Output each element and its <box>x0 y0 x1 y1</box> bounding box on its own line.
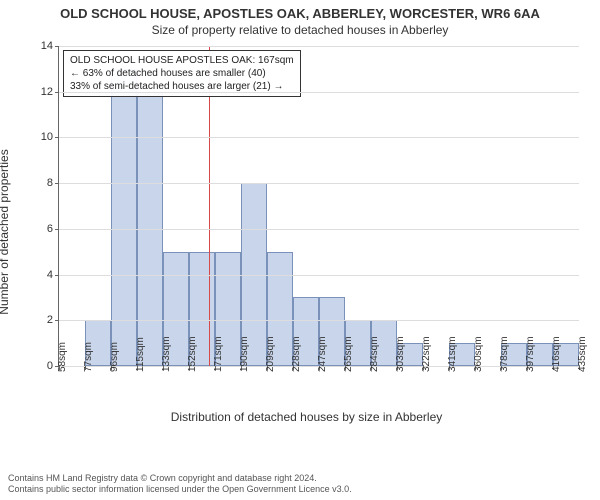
x-tick-label: 303sqm <box>395 336 406 372</box>
x-tick-label: 58sqm <box>57 342 68 372</box>
y-tick-label: 2 <box>47 314 59 326</box>
x-tick-label: 265sqm <box>343 336 354 372</box>
footer-line-1: Contains HM Land Registry data © Crown c… <box>8 473 352 485</box>
chart-subtitle: Size of property relative to detached ho… <box>0 21 600 37</box>
histogram-bar <box>111 69 137 366</box>
x-axis-label: Distribution of detached houses by size … <box>171 410 443 424</box>
x-tick-label: 77sqm <box>83 342 94 372</box>
x-tick-label: 360sqm <box>473 336 484 372</box>
y-tick-label: 6 <box>47 223 59 235</box>
gridline <box>59 275 579 276</box>
y-tick-label: 12 <box>41 86 59 98</box>
x-tick-label: 152sqm <box>187 336 198 372</box>
x-tick-label: 247sqm <box>317 336 328 372</box>
x-tick-label: 435sqm <box>577 336 588 372</box>
y-axis-label: Number of detached properties <box>0 149 11 314</box>
gridline <box>59 46 579 47</box>
y-tick-label: 4 <box>47 269 59 281</box>
gridline <box>59 229 579 230</box>
x-tick-label: 190sqm <box>239 336 250 372</box>
chart-container: OLD SCHOOL HOUSE, APOSTLES OAK, ABBERLEY… <box>0 0 600 500</box>
x-tick-label: 228sqm <box>291 336 302 372</box>
x-tick-label: 341sqm <box>447 336 458 372</box>
footer-attribution: Contains HM Land Registry data © Crown c… <box>8 473 352 496</box>
annotation-box: OLD SCHOOL HOUSE APOSTLES OAK: 167sqm ← … <box>63 50 301 97</box>
x-tick-label: 96sqm <box>109 342 120 372</box>
x-tick-label: 284sqm <box>369 336 380 372</box>
gridline <box>59 320 579 321</box>
x-tick-label: 133sqm <box>161 336 172 372</box>
y-tick-label: 14 <box>41 40 59 52</box>
y-tick-label: 8 <box>47 177 59 189</box>
y-tick-label: 10 <box>41 131 59 143</box>
x-tick-label: 115sqm <box>135 337 146 372</box>
footer-line-2: Contains public sector information licen… <box>8 484 352 496</box>
chart-area: Number of detached properties OLD SCHOOL… <box>28 42 585 422</box>
gridline <box>59 92 579 93</box>
annotation-line-2: ← 63% of detached houses are smaller (40… <box>70 67 294 80</box>
plot-area: OLD SCHOOL HOUSE APOSTLES OAK: 167sqm ← … <box>58 46 579 367</box>
x-tick-label: 397sqm <box>525 336 536 372</box>
x-tick-label: 171sqm <box>213 336 224 372</box>
x-tick-label: 322sqm <box>421 336 432 372</box>
x-tick-label: 209sqm <box>265 336 276 372</box>
gridline <box>59 137 579 138</box>
annotation-line-1: OLD SCHOOL HOUSE APOSTLES OAK: 167sqm <box>70 54 294 67</box>
x-tick-label: 378sqm <box>499 336 510 372</box>
x-tick-label: 416sqm <box>551 336 562 372</box>
chart-title: OLD SCHOOL HOUSE, APOSTLES OAK, ABBERLEY… <box>0 0 600 21</box>
gridline <box>59 183 579 184</box>
